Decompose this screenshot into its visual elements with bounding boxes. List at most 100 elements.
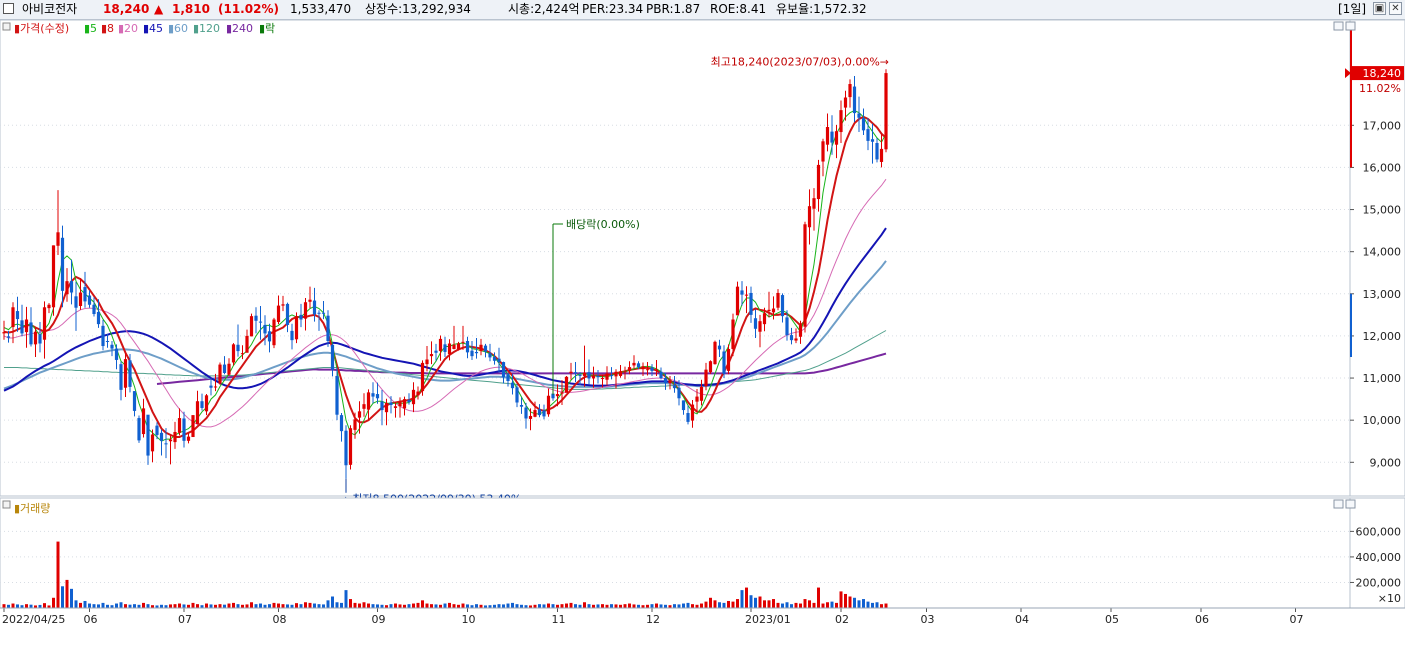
- candle: [38, 322, 42, 353]
- candle-body: [335, 375, 339, 415]
- volume-bar: [92, 604, 96, 608]
- volume-bar: [331, 596, 334, 608]
- candle-body: [366, 392, 371, 410]
- date-tick-label: 06: [84, 613, 98, 626]
- select-checkbox[interactable]: [3, 3, 14, 14]
- volume-bar: [353, 602, 357, 608]
- candle-body: [11, 307, 15, 328]
- volume-bar: [754, 597, 757, 608]
- candle: [488, 343, 492, 362]
- volume-bar: [317, 604, 321, 608]
- candle: [362, 393, 366, 417]
- candle-body: [726, 348, 731, 371]
- candle-body: [267, 331, 272, 342]
- volume-bar: [862, 599, 865, 608]
- candle: [276, 295, 281, 325]
- volume-bar: [619, 604, 622, 608]
- candle: [438, 335, 443, 361]
- candle-body: [767, 309, 771, 312]
- candle-body: [294, 316, 299, 340]
- candle-body: [821, 141, 825, 162]
- candle: [177, 408, 182, 436]
- candle: [803, 221, 807, 333]
- candle: [78, 278, 83, 310]
- volume-bar: [506, 603, 510, 608]
- candle-body: [470, 350, 474, 357]
- volume-bar: [803, 599, 807, 608]
- candle-body: [164, 443, 168, 445]
- candle-body: [672, 385, 677, 389]
- candle: [483, 343, 488, 358]
- volume-bar: [115, 603, 118, 608]
- volume-bar: [421, 600, 424, 608]
- candle-body: [780, 295, 785, 317]
- candle-body: [65, 281, 69, 295]
- volume-bar: [209, 604, 213, 608]
- candle: [263, 315, 267, 346]
- volume-bar: [344, 590, 348, 608]
- candle: [353, 412, 357, 439]
- candle-body: [776, 292, 780, 308]
- volume-bar: [160, 604, 163, 608]
- volume-bar: [308, 602, 312, 608]
- volume-bar: [232, 602, 235, 608]
- volume-panel-close-icon: [1345, 499, 1356, 509]
- candle: [402, 396, 407, 416]
- candle: [285, 302, 290, 333]
- volume-bar: [731, 601, 735, 608]
- volume-bar: [628, 603, 631, 608]
- price-axis-area: [1349, 20, 1405, 497]
- candle-body: [38, 334, 42, 344]
- close-button[interactable]: ✕: [1389, 2, 1402, 15]
- candle-body: [186, 436, 191, 441]
- volume-bar: [835, 602, 838, 608]
- candle: [461, 325, 465, 350]
- volume-bar: [520, 604, 523, 608]
- period-selector[interactable]: [1일]: [1338, 2, 1367, 16]
- date-tick-label: 02: [835, 613, 849, 626]
- legend-ma-45: ▮45: [143, 22, 163, 35]
- candle-body: [384, 402, 389, 413]
- candle: [843, 90, 848, 121]
- volume-tick-label: 600,000: [1356, 525, 1402, 538]
- candle: [303, 298, 308, 331]
- volume-bar: [83, 600, 87, 608]
- last-price-pointer: [1345, 68, 1351, 79]
- candle: [533, 401, 537, 418]
- volume-bar: [88, 603, 91, 608]
- candle: [290, 323, 294, 350]
- volume-bar: [866, 601, 870, 608]
- candle: [47, 303, 51, 314]
- legend-ma-20: ▮20: [118, 22, 138, 35]
- candle: [542, 404, 546, 420]
- volume-bar: [20, 605, 24, 608]
- volume-bar: [538, 604, 541, 608]
- candle: [470, 340, 474, 360]
- volume-bar: [515, 604, 519, 608]
- candle-body: [519, 405, 524, 407]
- candle-body: [213, 386, 218, 388]
- candle-body: [276, 305, 281, 323]
- line-ma20: [3, 178, 887, 428]
- candle: [299, 303, 303, 328]
- candle: [645, 362, 650, 376]
- line-ma8: [3, 115, 887, 438]
- candle: [83, 271, 87, 308]
- candle: [15, 296, 20, 332]
- candle-body: [722, 351, 726, 374]
- volume-bar: [403, 604, 406, 608]
- stock-chart[interactable]: 9,000 10,000 11,000 12,000 13,000 14,000 15,00…: [0, 20, 1405, 648]
- candle-body: [15, 311, 20, 320]
- candle-body: [398, 402, 402, 407]
- volume-bar: [412, 603, 415, 608]
- volume-bar: [700, 603, 703, 608]
- price-tick-label: 14,000: [1363, 246, 1402, 259]
- trade-volume: 1,533,470: [290, 2, 352, 16]
- candle: [195, 390, 200, 425]
- candle-body: [411, 389, 416, 405]
- date-tick-label: 07: [178, 613, 192, 626]
- candle: [258, 306, 263, 340]
- candle-body: [353, 419, 357, 430]
- candle-body: [434, 350, 438, 353]
- restore-button[interactable]: ▣: [1373, 2, 1386, 15]
